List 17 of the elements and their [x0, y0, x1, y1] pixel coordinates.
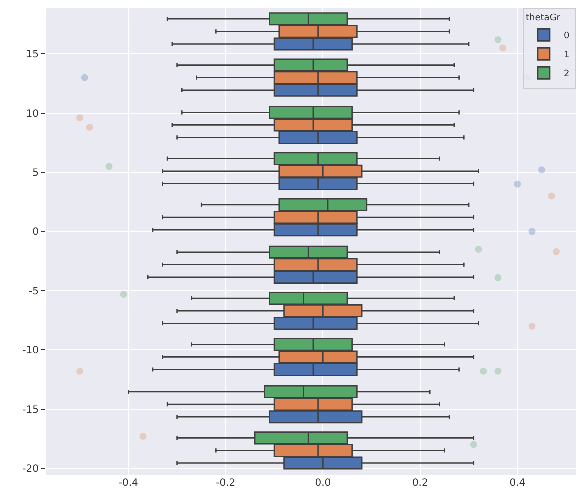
y-tick-label: -5 [29, 286, 39, 298]
x-tick-label: 0.2 [412, 478, 428, 489]
legend-title: thetaGr [526, 14, 561, 24]
y-tick-label: -20 [22, 464, 39, 475]
y-tick-label: 15 [26, 50, 39, 61]
y-tick-label: 0 [32, 227, 39, 238]
y-tick-label: -15 [22, 404, 39, 416]
x-tick-label: 0.4 [510, 478, 526, 489]
y-tick-label: 5 [32, 168, 39, 180]
legend-label: 1 [564, 50, 570, 61]
legend-label: 2 [564, 70, 570, 80]
y-tick-label: 10 [26, 108, 39, 120]
legend-label: 0 [564, 32, 570, 42]
x-tick-label: -0.2 [216, 478, 236, 489]
x-tick-label: -0.4 [118, 478, 138, 489]
x-tick-label: 0.0 [315, 478, 332, 489]
y-tick-label: -10 [22, 346, 39, 357]
